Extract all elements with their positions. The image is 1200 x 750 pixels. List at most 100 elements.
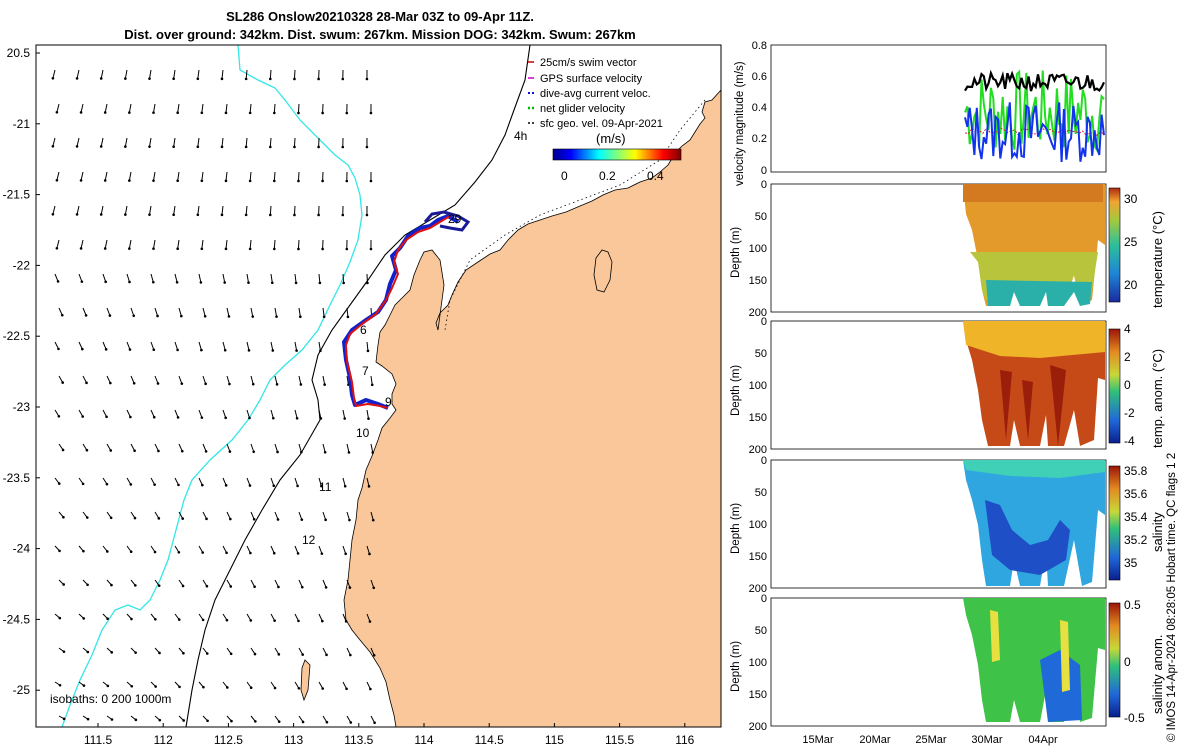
velocity-arrow-head — [200, 179, 204, 183]
velocity-arrow-head — [276, 518, 280, 521]
velocity-arrow — [52, 137, 56, 147]
velocity-arrow — [52, 205, 56, 215]
velocity-arrow — [226, 511, 231, 520]
velocity-arrow-head — [297, 686, 301, 690]
velocity-arrow — [221, 137, 224, 147]
velocity-arrow-head — [55, 178, 59, 182]
velocity-arrow — [202, 307, 206, 317]
depth-tick: 200 — [749, 583, 767, 595]
velocity-arrow — [298, 307, 301, 317]
velocity-arrow-head — [199, 281, 203, 284]
velocity-arrow-head — [58, 616, 62, 620]
velocity-arrow-head — [321, 687, 325, 690]
velocity-arrow — [322, 307, 325, 317]
velocity-arrow — [197, 205, 200, 215]
lat-tick-label: -24 — [13, 542, 31, 556]
velocity-arrow-head — [345, 111, 349, 115]
sanom-cbar-label: salinity anom. — [1150, 635, 1165, 714]
velocity-arrow-head — [196, 145, 200, 149]
velocity-arrow-head — [196, 213, 200, 217]
date-tick: 04Apr — [1028, 734, 1058, 746]
depth-tick: 0 — [761, 455, 767, 467]
velocity-arrow — [346, 443, 350, 453]
colorbar-tick: 0.4 — [647, 169, 664, 183]
velocity-arrow — [150, 273, 154, 283]
depth-tick: 0 — [761, 316, 767, 328]
velocity-arrow-head — [157, 449, 160, 453]
depth-tick: 0 — [761, 593, 767, 605]
velocity-arrow-head — [81, 347, 84, 351]
lon-tick-label: 111.5 — [84, 733, 113, 747]
velocity-arrow — [80, 239, 84, 249]
temp-cbar-tick: 25 — [1124, 235, 1138, 249]
velocity-arrow-head — [370, 383, 374, 387]
velocity-arrow — [128, 171, 132, 181]
velocity-arrow-head — [251, 315, 255, 318]
velocity-arrow-head — [200, 111, 204, 115]
velocity-arrow-head — [154, 618, 157, 621]
salinity-anomaly-panel: 0.5 0 -0.5 salinity anom. 0 50 100 150 2… — [730, 593, 1165, 746]
velocity-arrow-head — [81, 482, 85, 486]
velocity-arrow-head — [297, 111, 300, 115]
velocity-arrow — [346, 647, 351, 656]
velocity-arrow-head — [301, 653, 304, 656]
velocity-arrow — [173, 205, 176, 215]
depth-tick: 100 — [749, 243, 767, 255]
velocity-arrow-head — [223, 281, 226, 284]
velocity-arrow — [297, 171, 300, 181]
velocity-arrow-head — [346, 315, 350, 319]
velocity-arrow-head — [225, 686, 229, 689]
vel-ytick: 0.4 — [752, 102, 767, 114]
velocity-arrow-head — [172, 145, 175, 149]
velocity-arrow — [100, 69, 104, 79]
imos-timestamp: © IMOS 14-Apr-2024 08:28:05 Hobart time.… — [1166, 452, 1178, 742]
depth-tick: 150 — [749, 412, 767, 424]
vel-ytick: 0.2 — [752, 133, 767, 145]
velocity-arrow-head — [172, 77, 175, 81]
velocity-arrow — [246, 273, 249, 283]
velocity-arrow — [342, 273, 345, 283]
velocity-arrow-head — [75, 145, 79, 148]
tanom-cbar-tick: -4 — [1124, 434, 1135, 448]
velocity-arrow-head — [270, 281, 274, 285]
velocity-arrow — [102, 341, 107, 350]
velocity-arrow-head — [55, 110, 59, 114]
velocity-arrow — [318, 273, 321, 283]
velocity-arrow-head — [249, 551, 252, 555]
velocity-arrow — [173, 69, 176, 79]
velocity-arrow — [294, 273, 297, 283]
velocity-arrow-head — [321, 179, 324, 183]
velocity-arrow-head — [103, 247, 107, 250]
lon-tick-label: 114.5 — [475, 733, 504, 747]
lon-tick-label: 112.5 — [214, 733, 243, 747]
velocity-arrow — [100, 205, 104, 215]
velocity-arrow-head — [342, 281, 345, 285]
velocity-arrow — [150, 341, 155, 350]
velocity-arrow-head — [157, 517, 161, 520]
velocity-arrow-head — [244, 213, 248, 217]
lon-tick-label: 113.5 — [344, 733, 373, 747]
velocity-arrow-head — [84, 314, 88, 317]
velocity-arrow-head — [204, 382, 207, 386]
lat-tick-label: -22 — [13, 258, 31, 272]
velocity-arrow — [56, 171, 60, 181]
velocity-arrow — [76, 137, 80, 147]
velocity-arrow-head — [366, 281, 369, 285]
velocity-arrow-head — [296, 552, 300, 555]
velocity-arrow-head — [225, 551, 228, 555]
velocity-arrow — [273, 239, 276, 249]
salinity-anomaly-colorbar — [1108, 602, 1121, 718]
velocity-arrow-head — [317, 213, 320, 217]
isobath-1000m — [61, 45, 363, 727]
velocity-arrow — [249, 171, 252, 181]
velocity-arrow-head — [321, 247, 324, 251]
day-label: 11 — [319, 480, 332, 494]
velocity-arrow-head — [55, 246, 59, 250]
velocity-arrow — [197, 137, 200, 147]
vel-ylabel: velocity magnitude (m/s) — [734, 61, 746, 186]
velocity-arrow-head — [371, 451, 375, 454]
velocity-arrow-head — [248, 179, 252, 183]
temp-cbar-tick: 30 — [1124, 192, 1138, 206]
velocity-arrow-head — [79, 179, 83, 182]
velocity-arrow-head — [104, 280, 107, 284]
